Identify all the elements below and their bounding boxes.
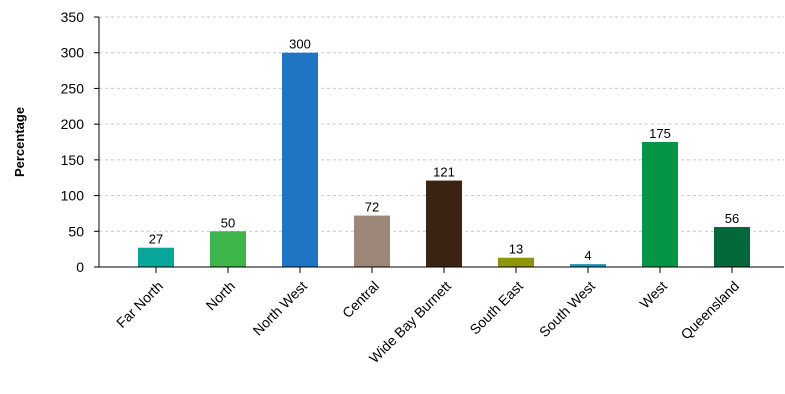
x-tick-label: North xyxy=(203,278,239,314)
data-label: 50 xyxy=(221,215,235,230)
y-tick-label: 200 xyxy=(61,116,85,132)
bar xyxy=(498,257,534,267)
y-tick-label: 350 xyxy=(61,9,85,25)
x-tick-label: South East xyxy=(466,278,526,338)
x-tick-label: Far North xyxy=(113,278,166,331)
y-tick-label: 300 xyxy=(61,45,85,61)
data-label: 175 xyxy=(649,126,671,141)
data-label: 121 xyxy=(433,165,455,180)
y-tick-label: 150 xyxy=(61,152,85,168)
bar xyxy=(426,180,462,267)
bar xyxy=(282,52,318,267)
data-label: 72 xyxy=(365,200,379,215)
bar xyxy=(570,264,606,267)
y-tick-label: 50 xyxy=(68,223,84,239)
y-tick-label: 250 xyxy=(61,80,85,96)
x-tick-label: Central xyxy=(339,278,382,321)
x-tick-label: South West xyxy=(536,278,598,340)
bar xyxy=(210,231,246,267)
y-tick-label: 100 xyxy=(61,188,85,204)
bar xyxy=(714,227,750,267)
y-axis-title: Percentage xyxy=(12,107,27,177)
x-tick-label: West xyxy=(636,278,670,312)
data-label: 56 xyxy=(725,211,739,226)
bar xyxy=(138,247,174,267)
y-axis-ticks: 0 50 100 150 200 250 300 350 xyxy=(61,9,99,275)
bars xyxy=(138,52,750,267)
bar xyxy=(642,142,678,267)
x-tick-label: Queensland xyxy=(677,278,742,343)
data-label: 300 xyxy=(289,37,311,52)
x-tick-label: North West xyxy=(249,278,310,339)
gridlines xyxy=(99,16,784,232)
bar xyxy=(354,215,390,267)
y-tick-label: 0 xyxy=(76,259,84,275)
data-label: 4 xyxy=(584,248,591,263)
data-labels: 27 50 300 72 121 13 4 175 56 xyxy=(149,37,739,263)
data-label: 13 xyxy=(509,242,523,257)
data-label: 27 xyxy=(149,232,163,247)
